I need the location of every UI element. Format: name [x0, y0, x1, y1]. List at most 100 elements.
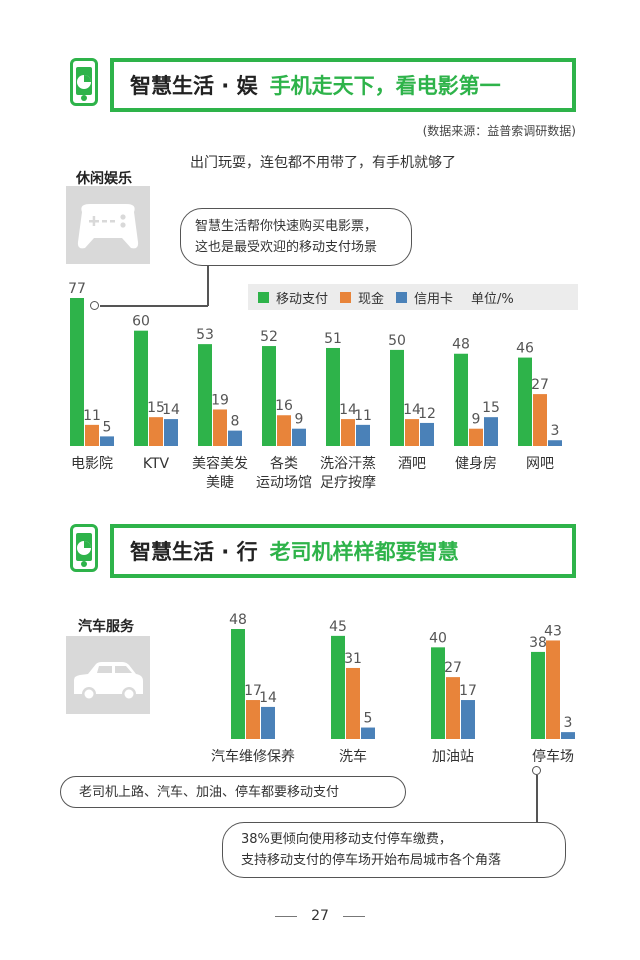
- section2-title: 智慧生活 · 行 老司机样样都要智慧: [110, 524, 576, 578]
- chart1-category-label-5: 酒吧: [398, 456, 426, 472]
- legend-item-credit: 信用卡: [396, 288, 453, 307]
- chart1-category-label-3-line-1: 运动场馆: [256, 475, 312, 491]
- chart1-value-cash-3: 16: [275, 398, 293, 414]
- chart2-value-cash-1: 31: [344, 651, 362, 667]
- legend-label-credit: 信用卡: [414, 291, 454, 307]
- callout-parking: 38%更倾向使用移动支付停车缴费， 支持移动支付的停车场开始布局城市各个角落: [222, 822, 566, 878]
- chart1-bar-cash-6: [469, 428, 483, 446]
- chart1-value-mobile-2: 53: [196, 327, 214, 343]
- data-source-note: (数据来源：益普索调研数据): [422, 124, 576, 138]
- chart1-value-mobile-4: 51: [324, 331, 342, 347]
- category-label-leisure: 休闲娱乐: [76, 171, 132, 187]
- chart1-bar-cash-0: [85, 424, 99, 446]
- section1-title-main: 智慧生活 · 娱: [130, 74, 258, 98]
- chart2-value-credit-2: 17: [459, 683, 477, 699]
- chart1-legend: 移动支付 现金 信用卡 单位/%: [248, 284, 578, 310]
- chart1-bar-credit-5: [420, 422, 434, 446]
- chart-leisure: 77115电影院601514KTV53198美容美发美睫52169各类运动场馆5…: [68, 281, 562, 491]
- chart2-value-credit-3: 3: [564, 715, 573, 731]
- chart1-value-mobile-5: 50: [388, 333, 406, 349]
- chart2-value-mobile-2: 40: [429, 630, 447, 646]
- footer-dash-right: [342, 915, 365, 917]
- gamepad-icon: [77, 204, 139, 249]
- chart2-value-credit-1: 5: [364, 711, 373, 727]
- chart1-value-mobile-1: 60: [132, 314, 150, 330]
- chart2-value-mobile-0: 48: [229, 612, 247, 628]
- legend-label-cash: 现金: [358, 291, 385, 307]
- chart2-bar-cash-0: [246, 700, 260, 739]
- chart2-bar-mobile-1: [331, 635, 345, 739]
- chart1-bar-credit-4: [356, 424, 370, 446]
- chart1-value-credit-0: 5: [103, 419, 112, 435]
- chart1-bar-cash-3: [277, 415, 291, 446]
- legend-swatch-credit: [396, 291, 408, 303]
- chart1-bar-credit-1: [164, 419, 178, 446]
- category-box-car: [66, 636, 150, 714]
- chart2-bar-credit-0: [261, 706, 275, 739]
- page-footer: 27: [0, 908, 640, 924]
- chart1-category-label-2-line-1: 美睫: [206, 475, 234, 491]
- legend-swatch-mobile: [258, 291, 269, 303]
- car-icon: [74, 662, 143, 701]
- chart1-bar-mobile-5: [390, 349, 404, 446]
- section1-title-accent: 手机走天下，看电影第一: [269, 74, 501, 98]
- chart1-bar-cash-7: [533, 394, 547, 446]
- chart2-category-label-0: 汽车维修保养: [211, 748, 295, 765]
- legend-item-mobile: 移动支付: [258, 288, 328, 307]
- chart1-bar-credit-3: [292, 428, 306, 446]
- chart1-value-cash-6: 9: [472, 412, 481, 428]
- callout-movie-connector-vertical: [207, 266, 209, 306]
- chart1-category-label-2: 美容美发: [192, 455, 248, 472]
- legend-label-mobile: 移动支付: [276, 291, 329, 307]
- legend-unit: 单位/%: [471, 291, 514, 307]
- phone-chart-icon: [70, 58, 98, 106]
- chart2-value-cash-3: 43: [544, 623, 562, 639]
- chart1-category-label-4: 洗浴汗蒸: [320, 456, 376, 472]
- callout-driver-text: 老司机上路、汽车、加油、停车都要移动支付: [79, 784, 340, 800]
- chart2-value-mobile-1: 45: [329, 619, 347, 635]
- callout-parking-line-2: 支持移动支付的停车场开始布局城市各个角落: [241, 853, 502, 868]
- chart1-bar-mobile-7: [518, 357, 532, 446]
- chart2-value-credit-0: 14: [259, 690, 277, 706]
- callout-movie: 智慧生活帮你快速购买电影票， 这也是最受欢迎的移动支付场景: [180, 208, 412, 266]
- chart1-bar-mobile-4: [326, 347, 340, 446]
- page-number: 27: [311, 908, 329, 924]
- chart1-category-label-4-line-1: 足疗按摩: [320, 474, 376, 491]
- chart2-value-cash-2: 27: [444, 660, 462, 676]
- chart1-category-label-3: 各类: [270, 456, 298, 472]
- chart2-bar-credit-3: [561, 732, 575, 739]
- chart1-value-cash-2: 19: [211, 392, 229, 408]
- chart2-value-mobile-3: 38: [529, 635, 547, 651]
- callout-parking-line-1: 38%更倾向使用移动支付停车缴费，: [241, 832, 452, 847]
- chart1-value-credit-1: 14: [162, 402, 180, 418]
- chart2-bar-mobile-3: [531, 651, 545, 739]
- section2-title-main: 智慧生活 · 行: [130, 540, 258, 564]
- chart1-bar-credit-6: [484, 417, 498, 446]
- callout-movie-line-2: 这也是最受欢迎的移动支付场景: [195, 240, 378, 255]
- callout-movie-connector-horizontal: [100, 305, 208, 307]
- chart1-bar-mobile-6: [454, 353, 468, 446]
- chart1-value-cash-5: 14: [403, 402, 421, 418]
- category-label-car: 汽车服务: [78, 619, 134, 635]
- chart1-value-credit-4: 11: [354, 408, 372, 424]
- chart1-value-mobile-3: 52: [260, 329, 278, 345]
- chart1-value-cash-0: 11: [83, 408, 101, 424]
- chart1-category-label-6: 健身房: [455, 456, 497, 472]
- callout-parking-dot: [532, 766, 541, 775]
- chart2-bar-cash-3: [546, 640, 560, 739]
- chart1-bar-mobile-3: [262, 346, 276, 446]
- chart2-bar-credit-2: [461, 700, 475, 739]
- chart1-bar-credit-0: [100, 436, 114, 446]
- chart1-category-label-7: 网吧: [526, 456, 554, 472]
- chart1-bar-cash-4: [341, 419, 355, 446]
- chart1-bar-cash-1: [149, 417, 163, 446]
- chart2-category-label-3: 停车场: [532, 748, 574, 765]
- chart1-bar-mobile-0: [70, 298, 84, 446]
- callout-movie-dot: [90, 301, 99, 310]
- callout-movie-line-1: 智慧生活帮你快速购买电影票，: [195, 219, 378, 234]
- chart2-category-label-1: 洗车: [339, 748, 367, 765]
- chart1-value-mobile-7: 46: [516, 341, 534, 357]
- chart1-bar-cash-2: [213, 409, 227, 446]
- chart1-bar-mobile-1: [134, 330, 148, 446]
- chart1-value-credit-3: 9: [295, 412, 304, 428]
